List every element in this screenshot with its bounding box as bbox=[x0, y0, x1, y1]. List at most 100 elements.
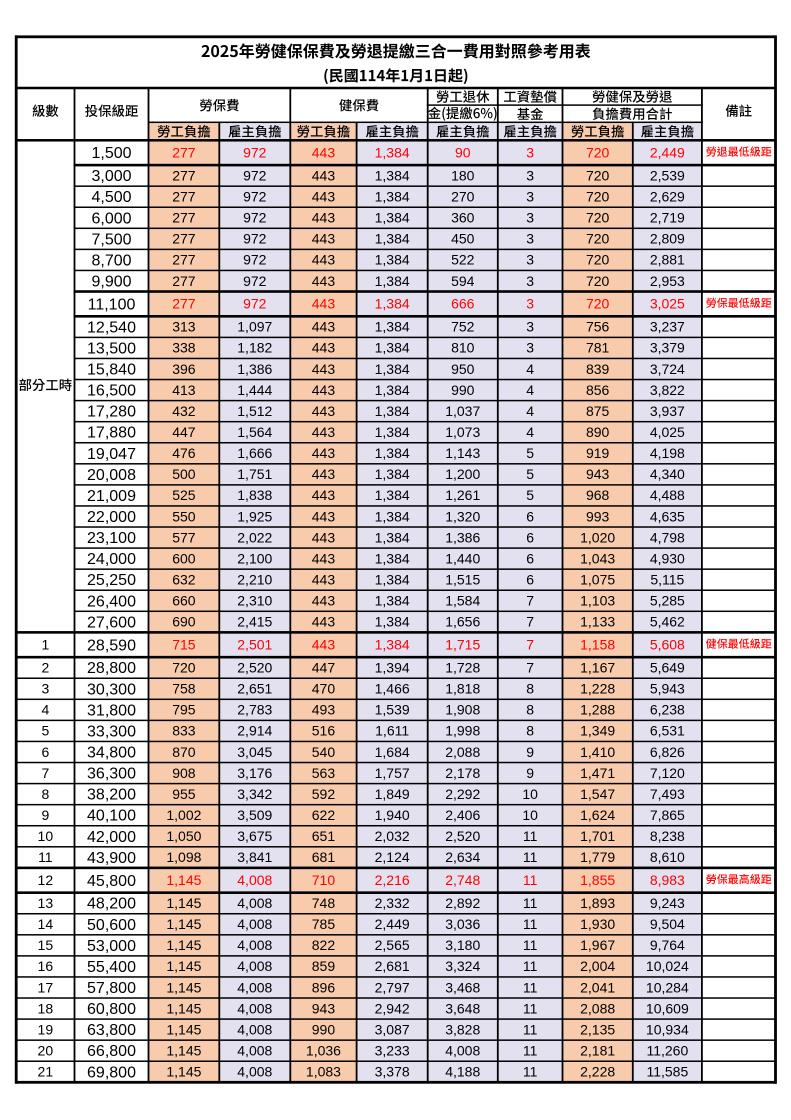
svg-text:3,237: 3,237 bbox=[650, 319, 685, 335]
svg-text:443: 443 bbox=[312, 296, 336, 312]
svg-text:4,008: 4,008 bbox=[237, 916, 272, 932]
svg-text:1,083: 1,083 bbox=[306, 1064, 341, 1080]
svg-text:3,937: 3,937 bbox=[650, 403, 685, 419]
svg-text:57,800: 57,800 bbox=[87, 980, 136, 997]
svg-text:1,539: 1,539 bbox=[375, 702, 410, 718]
svg-text:1,684: 1,684 bbox=[375, 744, 410, 760]
svg-text:6: 6 bbox=[526, 550, 534, 566]
svg-text:3,324: 3,324 bbox=[445, 958, 480, 974]
svg-text:277: 277 bbox=[172, 273, 196, 289]
svg-text:2,651: 2,651 bbox=[237, 681, 272, 697]
svg-text:1,751: 1,751 bbox=[237, 466, 272, 482]
svg-text:9: 9 bbox=[41, 807, 49, 823]
svg-text:443: 443 bbox=[312, 382, 336, 398]
svg-text:4: 4 bbox=[526, 361, 534, 377]
svg-text:27,600: 27,600 bbox=[87, 614, 136, 631]
svg-text:690: 690 bbox=[172, 614, 196, 630]
svg-text:2,719: 2,719 bbox=[650, 210, 685, 226]
svg-text:11: 11 bbox=[523, 958, 538, 974]
svg-text:756: 756 bbox=[586, 319, 610, 335]
svg-text:443: 443 bbox=[312, 445, 336, 461]
svg-text:4: 4 bbox=[526, 403, 534, 419]
svg-text:1,384: 1,384 bbox=[375, 296, 410, 312]
svg-text:10: 10 bbox=[522, 807, 538, 823]
svg-text:8: 8 bbox=[41, 786, 49, 802]
svg-text:6,238: 6,238 bbox=[650, 702, 685, 718]
svg-text:2,539: 2,539 bbox=[650, 167, 685, 183]
svg-text:9,504: 9,504 bbox=[650, 916, 685, 932]
svg-text:2,178: 2,178 bbox=[445, 765, 480, 781]
svg-text:1,098: 1,098 bbox=[166, 849, 201, 865]
svg-text:19,047: 19,047 bbox=[87, 446, 136, 463]
svg-text:2,942: 2,942 bbox=[375, 1000, 410, 1016]
svg-text:890: 890 bbox=[586, 424, 610, 440]
svg-text:10,934: 10,934 bbox=[646, 1021, 689, 1037]
svg-text:10: 10 bbox=[38, 828, 54, 844]
svg-text:859: 859 bbox=[312, 958, 336, 974]
svg-text:45,800: 45,800 bbox=[87, 873, 136, 890]
svg-text:810: 810 bbox=[451, 340, 475, 356]
svg-text:500: 500 bbox=[172, 466, 196, 482]
svg-text:13: 13 bbox=[38, 895, 54, 911]
svg-text:1,940: 1,940 bbox=[375, 807, 410, 823]
svg-text:443: 443 bbox=[312, 572, 336, 588]
svg-text:1,384: 1,384 bbox=[375, 508, 410, 524]
svg-text:3: 3 bbox=[526, 319, 534, 335]
svg-text:5: 5 bbox=[526, 466, 534, 482]
svg-text:12,540: 12,540 bbox=[87, 319, 136, 336]
svg-text:563: 563 bbox=[312, 765, 336, 781]
svg-text:550: 550 bbox=[172, 508, 196, 524]
svg-text:30,300: 30,300 bbox=[87, 681, 136, 698]
svg-text:1,384: 1,384 bbox=[375, 614, 410, 630]
svg-text:4,008: 4,008 bbox=[237, 937, 272, 953]
svg-text:17,280: 17,280 bbox=[87, 404, 136, 421]
svg-text:1,133: 1,133 bbox=[580, 614, 615, 630]
svg-text:11: 11 bbox=[523, 1043, 538, 1059]
svg-text:24,000: 24,000 bbox=[87, 551, 136, 568]
svg-text:443: 443 bbox=[312, 424, 336, 440]
svg-text:972: 972 bbox=[243, 252, 267, 268]
svg-text:1,384: 1,384 bbox=[375, 593, 410, 609]
svg-text:1,515: 1,515 bbox=[445, 572, 480, 588]
svg-text:972: 972 bbox=[243, 145, 267, 161]
svg-text:2,004: 2,004 bbox=[580, 958, 615, 974]
svg-text:21,009: 21,009 bbox=[87, 488, 136, 505]
svg-text:443: 443 bbox=[312, 403, 336, 419]
svg-text:720: 720 bbox=[586, 252, 610, 268]
svg-text:720: 720 bbox=[586, 273, 610, 289]
svg-text:1,728: 1,728 bbox=[445, 660, 480, 676]
svg-text:3,378: 3,378 bbox=[375, 1064, 410, 1080]
svg-text:11: 11 bbox=[523, 828, 538, 844]
svg-text:9: 9 bbox=[526, 765, 534, 781]
svg-text:1,384: 1,384 bbox=[375, 445, 410, 461]
svg-text:3,675: 3,675 bbox=[237, 828, 272, 844]
svg-text:17,880: 17,880 bbox=[87, 425, 136, 442]
svg-text:2,881: 2,881 bbox=[650, 252, 685, 268]
svg-text:7: 7 bbox=[41, 765, 49, 781]
svg-text:2,914: 2,914 bbox=[237, 723, 272, 739]
svg-text:443: 443 bbox=[312, 273, 336, 289]
svg-text:10,609: 10,609 bbox=[646, 1000, 689, 1016]
svg-text:476: 476 bbox=[172, 445, 196, 461]
svg-text:4,635: 4,635 bbox=[650, 508, 685, 524]
svg-text:748: 748 bbox=[312, 895, 336, 911]
svg-text:4,008: 4,008 bbox=[237, 1043, 272, 1059]
svg-text:338: 338 bbox=[172, 340, 196, 356]
svg-text:2,520: 2,520 bbox=[445, 828, 480, 844]
svg-text:7,500: 7,500 bbox=[91, 231, 131, 248]
svg-text:715: 715 bbox=[172, 637, 196, 653]
svg-text:11,585: 11,585 bbox=[646, 1064, 688, 1080]
svg-text:16,500: 16,500 bbox=[87, 383, 136, 400]
svg-text:1,715: 1,715 bbox=[445, 637, 480, 653]
svg-text:1,145: 1,145 bbox=[166, 937, 201, 953]
svg-text:968: 968 bbox=[586, 487, 610, 503]
svg-text:993: 993 bbox=[586, 508, 610, 524]
svg-text:443: 443 bbox=[312, 167, 336, 183]
svg-text:14: 14 bbox=[38, 916, 54, 932]
svg-text:822: 822 bbox=[312, 937, 336, 953]
svg-text:3,045: 3,045 bbox=[237, 744, 272, 760]
svg-text:17: 17 bbox=[38, 979, 54, 995]
svg-text:9,900: 9,900 bbox=[91, 273, 131, 290]
svg-text:2,629: 2,629 bbox=[650, 189, 685, 205]
svg-text:2,634: 2,634 bbox=[445, 849, 480, 865]
